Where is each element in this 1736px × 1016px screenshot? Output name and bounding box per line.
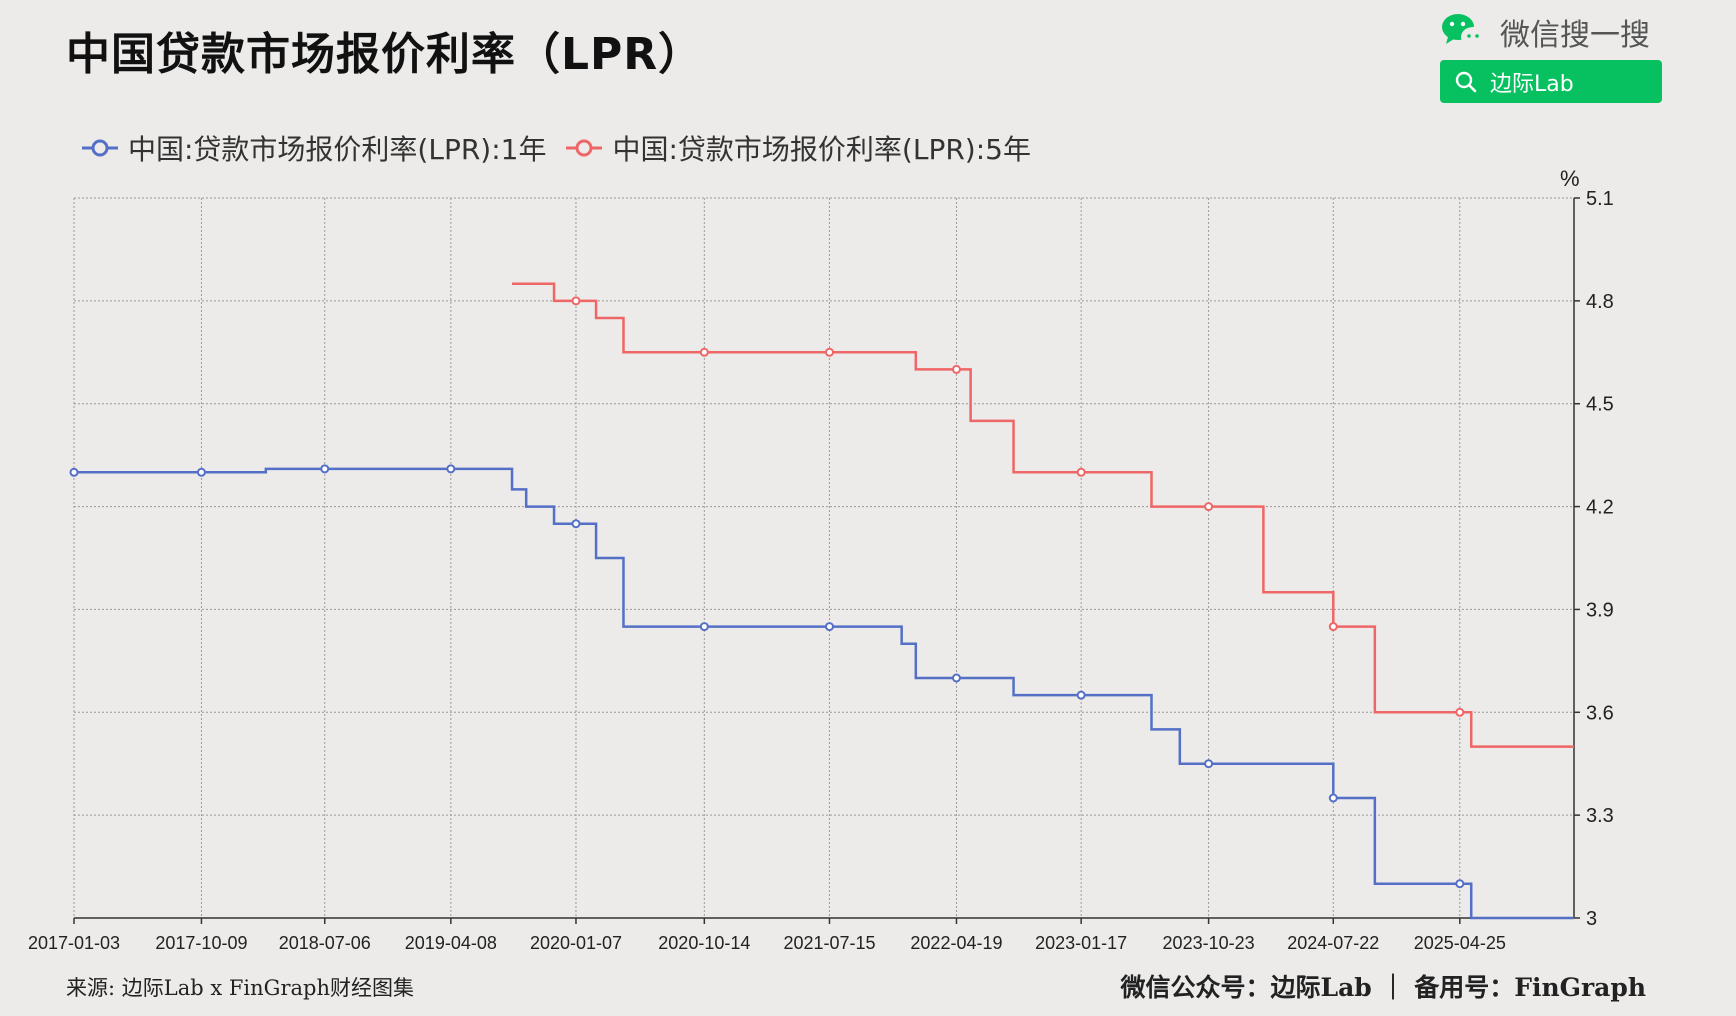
data-point-5y [1328, 622, 1338, 632]
data-point-1y [69, 467, 79, 477]
search-icon [1455, 71, 1477, 92]
y-tick-label: 4.8 [1586, 291, 1614, 313]
data-point-5y [1455, 707, 1465, 717]
legend-item-1y[interactable]: 中国:贷款市场报价利率(LPR):1年 [80, 128, 546, 168]
data-point-5y [1204, 502, 1214, 512]
legend-label-5y: 中国:贷款市场报价利率(LPR):5年 [612, 133, 1031, 166]
x-tick-label: 2021-07-15 [783, 933, 875, 953]
x-tick-label: 2023-01-17 [1035, 933, 1127, 953]
y-tick-label: 3 [1586, 908, 1597, 930]
search-query: 边际Lab [1490, 71, 1574, 97]
wechat-search-brand: 微信搜一搜 [1440, 10, 1650, 54]
x-tick-label: 2024-07-22 [1287, 933, 1379, 953]
x-tick-label: 2017-01-03 [28, 933, 120, 953]
wechat-search-label: 微信搜一搜 [1500, 18, 1650, 53]
y-tick-label: 4.2 [1586, 497, 1614, 519]
data-point-1y [1204, 759, 1214, 769]
data-point-5y [571, 296, 581, 306]
x-tick-label: 2020-01-07 [530, 933, 622, 953]
data-point-1y [320, 464, 330, 474]
data-point-1y [571, 519, 581, 529]
data-point-5y [699, 347, 709, 357]
chart-title: 中国贷款市场报价利率（LPR） [66, 29, 704, 80]
legend: 中国:贷款市场报价利率(LPR):1年 中国:贷款市场报价利率(LPR):5年 [80, 128, 1031, 168]
x-tick-label: 2023-10-23 [1163, 933, 1255, 953]
x-tick-label: 2022-04-19 [910, 933, 1002, 953]
data-point-1y [951, 673, 961, 683]
data-point-1y [1076, 690, 1086, 700]
x-tick-label: 2017-10-09 [155, 933, 247, 953]
data-point-1y [196, 467, 206, 477]
search-box[interactable]: 边际Lab [1440, 60, 1662, 103]
legend-marker-5y [566, 139, 603, 157]
y-unit-label: % [1560, 166, 1580, 191]
y-tick-label: 5.1 [1586, 188, 1614, 210]
source-note: 来源: 边际Lab x FinGraph财经图集 [66, 976, 414, 1000]
series-line-5y [512, 282, 1574, 748]
legend-marker-1y [82, 139, 118, 157]
series-line-1y [74, 467, 1574, 920]
legend-label-1y: 中国:贷款市场报价利率(LPR):1年 [128, 133, 547, 166]
x-tick-label: 2025-04-25 [1414, 933, 1506, 953]
x-tick-label: 2019-04-08 [405, 933, 497, 953]
data-point-1y [1328, 793, 1338, 803]
account-note: 微信公众号：边际Lab ｜ 备用号：FinGraph [1120, 973, 1646, 1002]
data-point-1y [699, 622, 709, 632]
legend-item-5y[interactable]: 中国:贷款市场报价利率(LPR):5年 [564, 128, 1031, 168]
data-point-1y [1455, 879, 1465, 889]
x-tick-label: 2020-10-14 [658, 933, 750, 953]
y-tick-label: 3.9 [1586, 599, 1614, 621]
wechat-logo-icon [1442, 14, 1485, 47]
data-point-5y [951, 364, 961, 374]
y-tick-label: 3.3 [1586, 805, 1614, 827]
data-point-5y [824, 347, 834, 357]
y-tick-label: 3.6 [1586, 702, 1614, 724]
data-point-1y [824, 622, 834, 632]
x-tick-label: 2018-07-06 [279, 933, 371, 953]
y-tick-label: 4.5 [1586, 394, 1614, 416]
data-point-1y [446, 464, 456, 474]
data-point-5y [1076, 467, 1086, 477]
